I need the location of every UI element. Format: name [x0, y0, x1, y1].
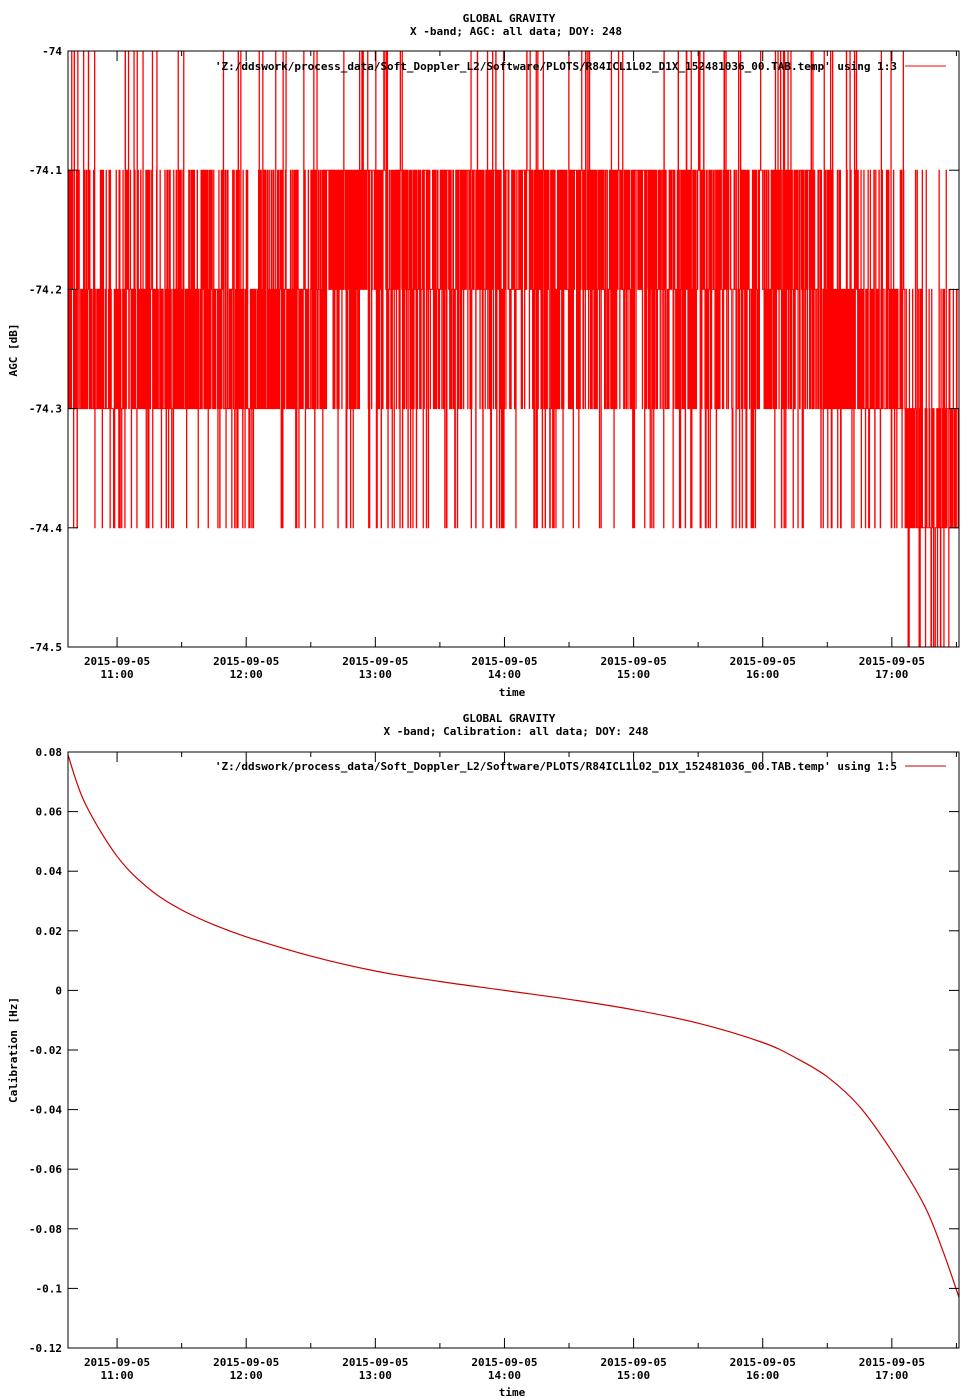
agc-series-line: [67, 50, 960, 648]
agc-y-tick-label: -74: [42, 45, 62, 58]
agc-x-tick-time: 13:00: [359, 668, 392, 681]
agc-y-tick-label: -74.3: [29, 403, 62, 416]
agc-chart-subtitle: X -band; AGC: all data; DOY: 248: [410, 25, 622, 38]
agc-x-tick-time: 14:00: [488, 668, 521, 681]
calibration-x-tick-date: 2015-09-05: [471, 1356, 537, 1369]
agc-x-axis-label: time: [499, 686, 526, 699]
agc-series-path: [67, 50, 960, 648]
calibration-y-tick-label: -0.12: [29, 1342, 62, 1355]
agc-x-axis-ticks: 2015-09-0511:002015-09-0512:002015-09-05…: [84, 51, 957, 681]
calibration-series-path: [67, 754, 960, 1298]
calibration-plot-frame: [67, 751, 960, 1349]
calibration-x-tick-date: 2015-09-05: [84, 1356, 150, 1369]
agc-y-axis-ticks: -74 -74.1 -74.2 -74.3 -74.4 -74.5: [29, 45, 959, 654]
agc-plot-frame: [67, 50, 960, 648]
calibration-chart: GLOBAL GRAVITY X -band; Calibration: all…: [7, 712, 960, 1399]
calibration-chart-title: GLOBAL GRAVITY: [463, 712, 556, 725]
calibration-x-tick-time: 17:00: [875, 1369, 908, 1382]
agc-x-tick-time: 16:00: [746, 668, 779, 681]
agc-x-tick-date: 2015-09-05: [471, 655, 537, 668]
agc-x-tick-date: 2015-09-05: [84, 655, 150, 668]
agc-x-tick-date: 2015-09-05: [600, 655, 666, 668]
calibration-x-tick-date: 2015-09-05: [859, 1356, 925, 1369]
agc-y-axis-label: AGC [dB]: [7, 324, 20, 377]
agc-legend-label: 'Z:/ddswork/process_data/Soft_Doppler_L2…: [215, 60, 897, 73]
calibration-series-line: [67, 754, 960, 1298]
calibration-legend-label: 'Z:/ddswork/process_data/Soft_Doppler_L2…: [215, 760, 897, 773]
calibration-y-tick-label: -0.06: [29, 1163, 62, 1176]
calibration-y-tick-label: -0.08: [29, 1223, 62, 1236]
calibration-x-tick-time: 16:00: [746, 1369, 779, 1382]
agc-x-tick-time: 12:00: [230, 668, 263, 681]
calibration-y-axis-label: Calibration [Hz]: [7, 997, 20, 1103]
calibration-x-tick-time: 11:00: [101, 1369, 134, 1382]
agc-x-tick-date: 2015-09-05: [859, 655, 925, 668]
calibration-y-tick-label: -0.1: [36, 1282, 63, 1295]
agc-x-tick-date: 2015-09-05: [342, 655, 408, 668]
calibration-chart-subtitle: X -band; Calibration: all data; DOY: 248: [384, 725, 649, 738]
calibration-y-tick-label: -0.04: [29, 1104, 62, 1117]
calibration-y-tick-label: 0.02: [36, 925, 63, 938]
agc-chart: GLOBAL GRAVITY X -band; AGC: all data; D…: [7, 12, 960, 699]
calibration-y-tick-label: -0.02: [29, 1044, 62, 1057]
calibration-x-axis-label: time: [499, 1386, 526, 1399]
agc-x-tick-date: 2015-09-05: [730, 655, 796, 668]
agc-x-tick-time: 11:00: [101, 668, 134, 681]
agc-x-tick-time: 17:00: [875, 668, 908, 681]
calibration-x-tick-date: 2015-09-05: [342, 1356, 408, 1369]
agc-chart-title: GLOBAL GRAVITY: [463, 12, 556, 25]
calibration-y-axis-ticks: 0.08 0.06 0.04 0.02 0 -0.02 -0.04 -0.06 -0.08 -0.…: [29, 746, 959, 1355]
calibration-x-tick-time: 15:00: [617, 1369, 650, 1382]
agc-x-tick-date: 2015-09-05: [213, 655, 279, 668]
agc-y-tick-label: -74.4: [29, 522, 62, 535]
calibration-x-tick-time: 14:00: [488, 1369, 521, 1382]
agc-y-tick-label: -74.1: [29, 164, 62, 177]
agc-y-tick-label: -74.5: [29, 641, 62, 654]
calibration-y-tick-label: 0: [55, 984, 62, 997]
calibration-y-tick-label: 0.06: [36, 806, 63, 819]
calibration-y-tick-label: 0.04: [36, 865, 63, 878]
agc-x-tick-time: 15:00: [617, 668, 650, 681]
calibration-x-tick-date: 2015-09-05: [600, 1356, 666, 1369]
calibration-x-tick-time: 13:00: [359, 1369, 392, 1382]
agc-y-tick-label: -74.2: [29, 283, 62, 296]
calibration-x-axis-ticks: 2015-09-0511:002015-09-0512:002015-09-05…: [84, 752, 957, 1382]
calibration-y-tick-label: 0.08: [36, 746, 63, 759]
calibration-x-tick-time: 12:00: [230, 1369, 263, 1382]
calibration-x-tick-date: 2015-09-05: [213, 1356, 279, 1369]
calibration-x-tick-date: 2015-09-05: [730, 1356, 796, 1369]
